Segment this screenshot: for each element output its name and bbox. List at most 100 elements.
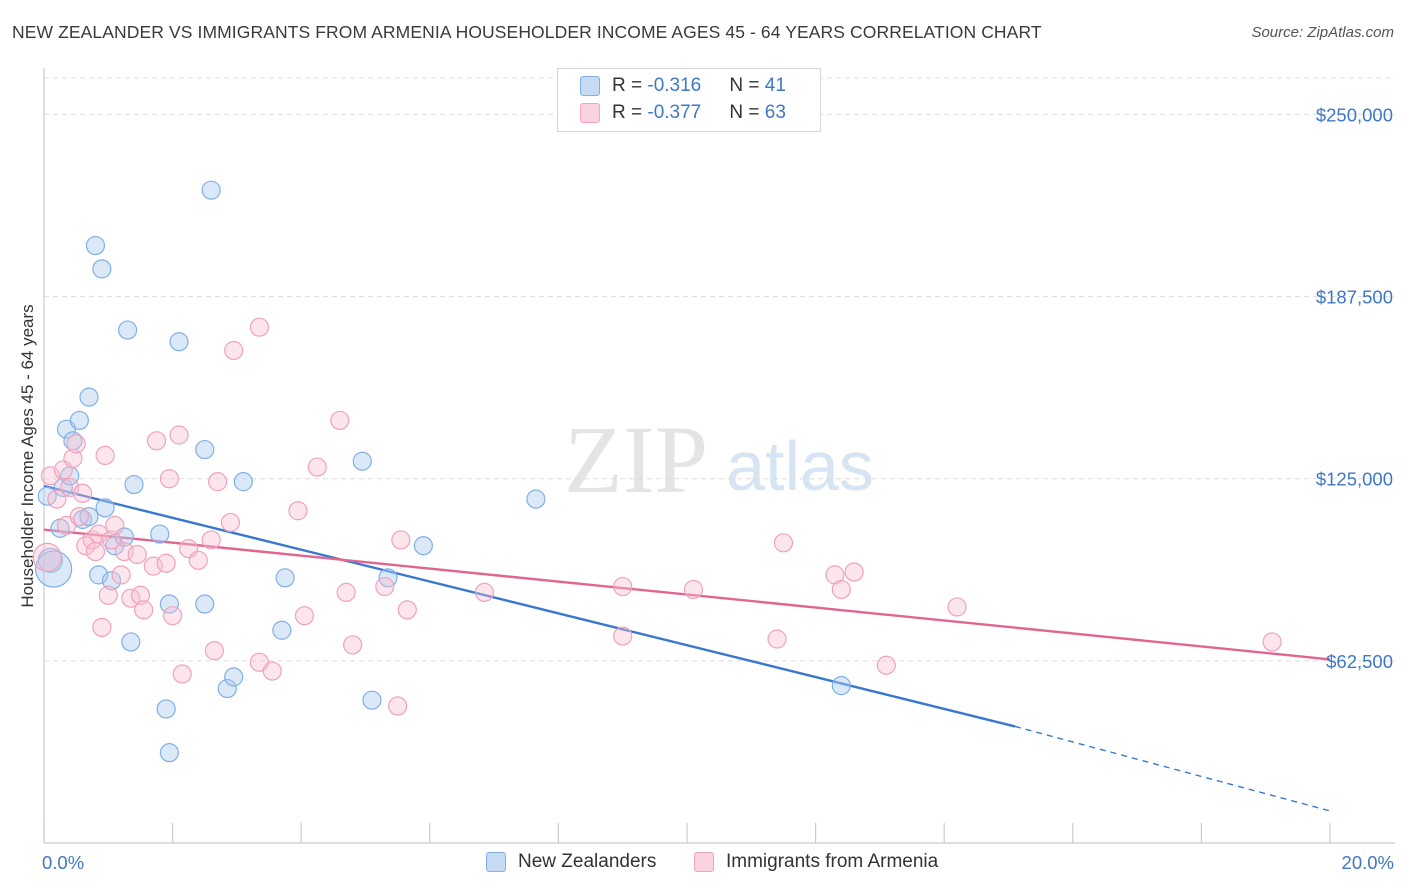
tick-labels: $62,500 $125,000 $187,500 $250,000 0.0% 20.0% <box>42 104 1394 873</box>
point-armenia <box>220 512 241 533</box>
correlation-legend: R = -0.316 N = 41 R = -0.377 N = 63 <box>557 68 821 132</box>
point-new-zealanders <box>85 235 106 256</box>
watermark-zip: ZIP <box>564 406 708 513</box>
point-new-zealanders <box>526 489 546 509</box>
watermark: ZIP atlas <box>564 406 874 513</box>
point-new-zealanders <box>195 439 215 460</box>
point-armenia <box>773 533 794 553</box>
point-armenia <box>307 457 327 477</box>
y-tick-label: $125,000 <box>1316 469 1393 490</box>
point-armenia <box>127 544 147 565</box>
gridlines <box>44 77 1395 662</box>
point-armenia <box>105 515 125 535</box>
point-new-zealanders <box>169 332 189 352</box>
point-armenia <box>844 562 864 582</box>
trend-lines <box>43 484 1331 812</box>
point-armenia <box>130 585 151 605</box>
legend-r-value: -0.377 <box>647 102 702 123</box>
point-armenia <box>204 641 224 661</box>
point-armenia <box>172 664 192 684</box>
legend-item-new-zealanders[interactable]: New Zealanders <box>486 851 656 873</box>
trend-line-new-zealanders <box>43 484 1016 728</box>
legend-n-label: N = <box>729 102 765 123</box>
legend-n-value: 41 <box>764 75 786 96</box>
data-points <box>32 180 1282 763</box>
point-armenia <box>134 600 154 620</box>
trend-line-armenia <box>43 528 1331 661</box>
point-armenia <box>208 472 228 492</box>
point-armenia <box>63 448 83 468</box>
point-armenia <box>32 542 62 573</box>
point-armenia <box>163 606 183 626</box>
point-armenia <box>66 434 86 454</box>
point-armenia <box>85 541 106 562</box>
point-armenia <box>101 530 122 550</box>
point-new-zealanders <box>362 690 382 710</box>
point-armenia <box>613 626 633 646</box>
point-armenia <box>767 629 787 649</box>
source-credit: Source: ZipAtlas.com <box>1251 24 1394 41</box>
point-new-zealanders <box>35 550 73 588</box>
point-new-zealanders <box>117 320 138 340</box>
trend-line-new-zealanders-extension <box>1014 725 1331 812</box>
legend-n-label: N = <box>729 75 765 96</box>
point-armenia <box>262 661 282 681</box>
point-armenia <box>343 635 363 655</box>
point-new-zealanders <box>352 451 372 471</box>
point-new-zealanders <box>121 632 141 652</box>
point-armenia <box>72 483 93 503</box>
point-new-zealanders <box>95 498 115 518</box>
point-armenia <box>188 550 208 570</box>
legend-n-value: 63 <box>764 102 786 123</box>
point-armenia <box>146 431 167 451</box>
point-armenia <box>375 576 395 597</box>
point-new-zealanders <box>275 568 295 588</box>
point-armenia <box>613 576 633 597</box>
y-tick-label: $187,500 <box>1316 287 1393 308</box>
point-armenia <box>683 579 704 600</box>
point-armenia <box>288 501 308 521</box>
point-new-zealanders <box>159 594 179 614</box>
point-new-zealanders <box>195 594 215 614</box>
point-armenia <box>474 582 495 602</box>
point-armenia <box>156 553 176 573</box>
axes <box>43 68 1395 844</box>
legend-row-new-zealanders: R = -0.316 N = 41 <box>580 74 786 98</box>
point-armenia <box>831 579 851 600</box>
point-new-zealanders <box>201 180 221 200</box>
legend-swatch-pink <box>694 852 714 872</box>
point-armenia <box>330 410 350 431</box>
point-new-zealanders <box>413 536 433 556</box>
point-armenia <box>947 597 967 617</box>
legend-label: Immigrants from Armenia <box>726 851 939 872</box>
point-new-zealanders <box>79 506 99 527</box>
point-armenia <box>111 565 131 585</box>
point-new-zealanders <box>831 676 851 696</box>
y-tick-label: $250,000 <box>1316 104 1393 125</box>
legend-r-value: -0.316 <box>647 75 702 96</box>
point-new-zealanders <box>79 387 99 407</box>
point-armenia <box>224 340 244 361</box>
point-new-zealanders <box>69 410 89 431</box>
chart-title: NEW ZEALANDER VS IMMIGRANTS FROM ARMENIA… <box>12 22 1042 42</box>
point-armenia <box>95 445 115 465</box>
legend-swatch-pink <box>580 103 600 123</box>
legend-swatch-blue <box>486 852 506 872</box>
point-new-zealanders <box>224 667 244 687</box>
watermark-atlas: atlas <box>726 427 874 505</box>
point-new-zealanders <box>92 259 112 279</box>
point-new-zealanders <box>272 620 292 640</box>
point-new-zealanders <box>156 699 176 719</box>
point-new-zealanders <box>159 743 179 763</box>
point-new-zealanders <box>233 472 253 492</box>
point-armenia <box>69 506 89 527</box>
point-armenia <box>169 425 189 445</box>
legend-row-armenia: R = -0.377 N = 63 <box>580 101 786 125</box>
point-armenia <box>159 469 179 489</box>
point-armenia <box>92 617 112 637</box>
legend-item-armenia[interactable]: Immigrants from Armenia <box>694 851 938 873</box>
series-legend: New Zealanders Immigrants from Armenia <box>0 851 1406 879</box>
legend-r-label: R = <box>612 102 648 123</box>
point-armenia <box>47 489 67 509</box>
point-new-zealanders <box>101 571 122 591</box>
